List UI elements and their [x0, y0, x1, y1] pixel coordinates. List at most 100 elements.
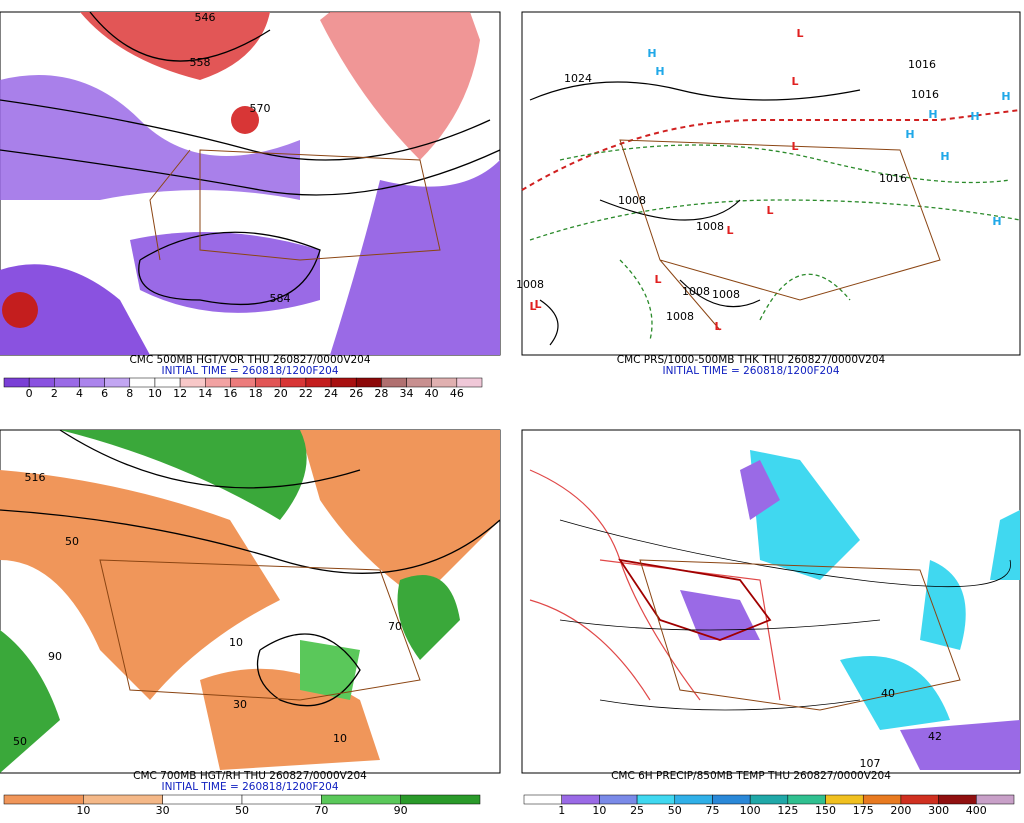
colorbar-label: 175 — [853, 804, 874, 817]
colorbar-label: 70 — [314, 804, 328, 817]
colorbar-swatch — [355, 377, 382, 388]
colorbar-swatch — [280, 377, 307, 388]
panel-caption: CMC PRS/1000-500MB THK THU 260827/0000V2… — [617, 354, 886, 366]
colorbar-swatch — [900, 794, 939, 805]
colorbar-label: 10 — [592, 804, 606, 817]
high-marker: H — [970, 110, 979, 123]
colorbar-label: 6 — [101, 387, 108, 400]
colorbar-label: 8 — [126, 387, 133, 400]
contour-label: 570 — [250, 102, 271, 115]
contour-label: 1008 — [712, 288, 740, 301]
initial-time: INITIAL TIME = 260818/1200F204 — [161, 365, 338, 377]
colorbar-swatch — [241, 794, 322, 805]
colorbar-label: 4 — [76, 387, 83, 400]
panel-caption: CMC 700MB HGT/RH THU 260827/0000V204 — [133, 770, 367, 782]
colorbar-swatch — [305, 377, 332, 388]
colorbar-swatch — [712, 794, 751, 805]
colorbar-label: 90 — [394, 804, 408, 817]
contour-label: 1024 — [564, 72, 592, 85]
colorbar-swatch — [787, 794, 826, 805]
colorbar-label: 200 — [890, 804, 911, 817]
colorbar-label: 1 — [558, 804, 565, 817]
high-marker: H — [905, 128, 914, 141]
contour-label: 30 — [233, 698, 247, 711]
high-marker: H — [1001, 90, 1010, 103]
map-700mb — [0, 429, 501, 774]
contour-label: 584 — [270, 292, 291, 305]
contour-label: 1016 — [908, 58, 936, 71]
colorbar-label: 22 — [299, 387, 313, 400]
colorbar-swatch — [79, 377, 105, 388]
colorbar-swatch — [230, 377, 256, 388]
initial-time: INITIAL TIME = 260818/1200F204 — [662, 365, 839, 377]
colorbar-label: 14 — [198, 387, 212, 400]
low-marker: L — [529, 300, 536, 313]
colorbar-label: 10 — [76, 804, 90, 817]
low-marker: L — [796, 27, 803, 40]
colorbar-swatch — [205, 377, 231, 388]
colorbar-swatch — [255, 377, 281, 388]
contour-label: 70 — [388, 620, 402, 633]
contour-label: 1016 — [911, 88, 939, 101]
colorbar-swatch — [330, 377, 357, 388]
colorbar-swatch — [523, 794, 562, 805]
map-precip — [521, 429, 1021, 774]
colorbar-swatch — [636, 794, 676, 805]
colorbar-swatch — [456, 377, 483, 388]
colorbar-label: 50 — [668, 804, 682, 817]
colorbar-swatch — [83, 794, 163, 805]
colorbar-swatch — [154, 377, 181, 388]
contour-label: 558 — [190, 56, 211, 69]
colorbar-swatch — [381, 377, 407, 388]
high-marker: H — [940, 150, 949, 163]
colorbar-swatch — [561, 794, 600, 805]
colorbar-swatch — [104, 377, 131, 388]
colorbar-swatch — [3, 794, 84, 805]
low-marker: L — [791, 75, 798, 88]
contour-label: 1008 — [516, 278, 544, 291]
contour-label: 546 — [195, 11, 216, 24]
high-marker: H — [928, 108, 937, 121]
colorbar-swatch — [162, 794, 243, 805]
high-marker: H — [655, 65, 664, 78]
map-500mb — [0, 11, 501, 356]
contour-label: 42 — [928, 730, 942, 743]
low-marker: L — [534, 298, 541, 311]
contour-label: 10 — [333, 732, 347, 745]
colorbar-swatch — [179, 377, 206, 388]
colorbar-label: 20 — [274, 387, 288, 400]
colorbar-label: 75 — [705, 804, 719, 817]
colorbar-label: 28 — [374, 387, 388, 400]
contour-label: 1008 — [682, 285, 710, 298]
colorbar-label: 30 — [156, 804, 170, 817]
low-marker: L — [714, 320, 721, 333]
high-marker: H — [647, 47, 656, 60]
colorbar-swatch — [321, 794, 401, 805]
map-pressure — [521, 11, 1021, 356]
colorbar-label: 10 — [148, 387, 162, 400]
colorbar-swatch — [674, 794, 713, 805]
panel-caption: CMC 6H PRECIP/850MB TEMP THU 260827/0000… — [611, 770, 891, 782]
colorbar-swatch — [431, 377, 458, 388]
contour-label: 50 — [13, 735, 27, 748]
colorbar-label: 34 — [400, 387, 414, 400]
colorbar-label: 12 — [173, 387, 187, 400]
colorbar-label: 300 — [928, 804, 949, 817]
high-marker: H — [992, 215, 1001, 228]
colorbar-swatch — [976, 794, 1015, 805]
colorbar-swatch — [400, 794, 481, 805]
colorbar-swatch — [54, 377, 80, 388]
colorbar-label: 125 — [777, 804, 798, 817]
colorbar-swatch — [129, 377, 156, 388]
colorbar-label: 100 — [740, 804, 761, 817]
contour-label: 10 — [229, 636, 243, 649]
colorbar-label: 18 — [249, 387, 263, 400]
panel-caption: CMC 500MB HGT/VOR THU 260827/0000V204 — [129, 354, 370, 366]
contour-label: 516 — [25, 471, 46, 484]
initial-time: INITIAL TIME = 260818/1200F204 — [161, 781, 338, 793]
low-marker: L — [726, 224, 733, 237]
colorbar-swatch — [825, 794, 864, 805]
colorbar-swatch — [862, 794, 902, 805]
contour-label: 1016 — [879, 172, 907, 185]
